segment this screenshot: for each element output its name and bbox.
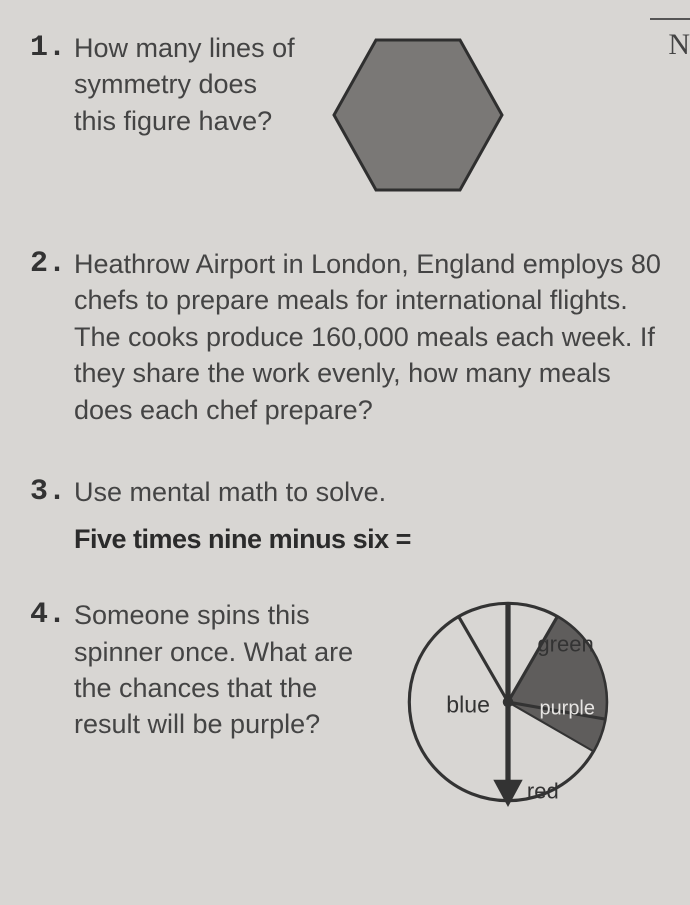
question-1: 1. How many lines of symmetry does this …	[30, 30, 670, 200]
question-4: 4. Someone spins this spinner once. What…	[30, 597, 670, 807]
top-rule	[650, 18, 690, 20]
question-3-equation: Five times nine minus six =	[74, 521, 670, 557]
question-1-text: How many lines of symmetry does this fig…	[74, 30, 304, 139]
hexagon-shape	[334, 40, 502, 190]
corner-letter: N	[668, 28, 690, 62]
spinner-label-purple: purple	[540, 698, 595, 720]
spinner-label-red: red	[527, 779, 559, 804]
question-4-number: 4.	[30, 597, 74, 807]
spinner-label-blue: blue	[446, 692, 490, 718]
question-3: 3. Use mental math to solve. Five times …	[30, 474, 670, 557]
question-2-text: Heathrow Airport in London, England empl…	[74, 246, 670, 428]
spinner-hub	[503, 697, 514, 708]
spinner-pointer-head	[493, 780, 522, 807]
spinner-divider-green-blue	[459, 617, 508, 702]
question-2-number: 2.	[30, 246, 74, 428]
question-4-text: Someone spins this spinner once. What ar…	[74, 597, 384, 743]
question-3-prompt: Use mental math to solve.	[74, 474, 670, 510]
question-3-number: 3.	[30, 474, 74, 557]
spinner-figure: green blue purple red	[398, 597, 618, 807]
question-2: 2. Heathrow Airport in London, England e…	[30, 246, 670, 428]
question-1-number: 1.	[30, 30, 74, 200]
spinner-label-green: green	[537, 632, 593, 657]
hexagon-figure	[328, 30, 508, 200]
